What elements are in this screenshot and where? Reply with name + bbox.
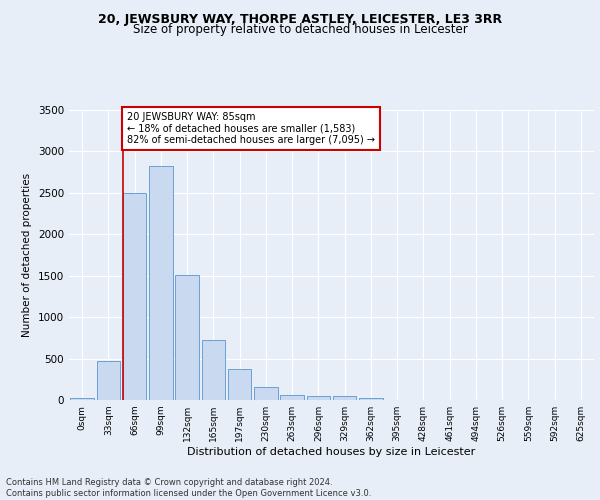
Bar [123, 193, 146, 400]
Bar [70, 398, 94, 400]
Bar [97, 361, 120, 400]
Bar [280, 394, 304, 400]
Bar [307, 396, 330, 400]
Bar [175, 275, 199, 400]
Bar [333, 396, 356, 400]
Bar [254, 387, 278, 400]
Text: 20 JEWSBURY WAY: 85sqm
← 18% of detached houses are smaller (1,583)
82% of semi-: 20 JEWSBURY WAY: 85sqm ← 18% of detached… [127, 112, 375, 145]
Text: Contains HM Land Registry data © Crown copyright and database right 2024.
Contai: Contains HM Land Registry data © Crown c… [6, 478, 371, 498]
Text: Size of property relative to detached houses in Leicester: Size of property relative to detached ho… [133, 22, 467, 36]
Bar [149, 166, 173, 400]
Bar [202, 340, 225, 400]
X-axis label: Distribution of detached houses by size in Leicester: Distribution of detached houses by size … [187, 447, 476, 457]
Bar [228, 368, 251, 400]
Text: 20, JEWSBURY WAY, THORPE ASTLEY, LEICESTER, LE3 3RR: 20, JEWSBURY WAY, THORPE ASTLEY, LEICEST… [98, 12, 502, 26]
Bar [359, 398, 383, 400]
Y-axis label: Number of detached properties: Number of detached properties [22, 173, 32, 337]
